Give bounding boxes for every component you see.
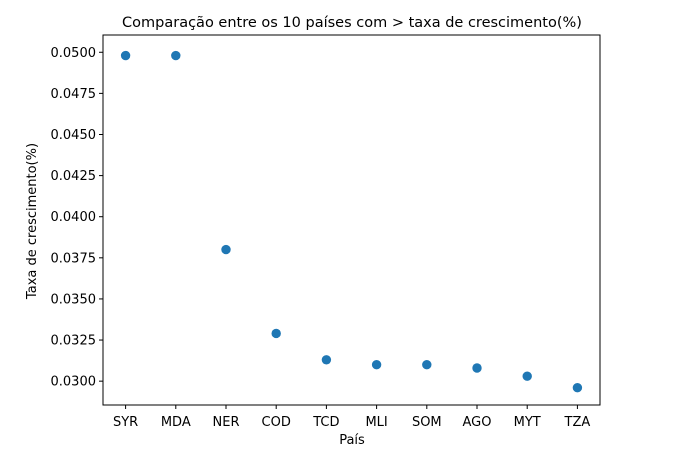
y-tick-label: 0.0350	[51, 292, 97, 307]
axes-frame	[102, 34, 601, 406]
x-tick-label: COD	[262, 415, 291, 430]
data-point	[171, 50, 181, 61]
data-point	[522, 371, 532, 381]
x-tick-label: AGO	[463, 415, 492, 430]
x-tick-label: MDA	[161, 415, 191, 430]
y-axis: 0.0300 0.0325 0.0350 0.0375 0.0400 0.0425 0.04…	[51, 46, 103, 390]
chart-title: Comparação entre os 10 países com > taxa…	[122, 15, 582, 31]
x-tick-label: SYR	[113, 415, 138, 430]
y-tick-label: 0.0425	[51, 169, 97, 184]
y-tick-label: 0.0400	[51, 210, 97, 225]
data-point	[271, 328, 281, 339]
x-tick-label: NER	[213, 415, 240, 430]
data-point	[472, 363, 482, 373]
data-point	[321, 355, 332, 365]
y-tick-label: 0.0325	[51, 334, 97, 349]
data-points	[120, 50, 583, 393]
data-point	[120, 50, 131, 61]
y-axis-label: Taxa de crescimento(%)	[25, 143, 40, 300]
y-tick-label: 0.0450	[51, 128, 97, 143]
y-tick-label: 0.0300	[51, 375, 97, 390]
data-point	[572, 383, 583, 393]
y-tick-label: 0.0375	[51, 251, 97, 266]
x-axis-label: País	[339, 433, 365, 448]
data-point	[422, 360, 432, 370]
x-tick-label: TCD	[312, 415, 339, 430]
data-point	[221, 244, 231, 255]
plot-area: 0.0300 0.0325 0.0350 0.0375 0.0400 0.0425 0.04…	[51, 34, 601, 430]
x-tick-label: MYT	[514, 415, 541, 430]
x-tick-label: TZA	[564, 415, 591, 430]
x-tick-label: SOM	[412, 415, 442, 430]
y-tick-label: 0.0500	[51, 46, 97, 61]
data-point	[371, 360, 382, 370]
y-tick-label: 0.0475	[51, 87, 97, 102]
x-tick-label: MLI	[365, 415, 387, 430]
x-axis: SYR MDA NER COD TCD MLI SOM AGO MYT TZA	[113, 405, 590, 430]
